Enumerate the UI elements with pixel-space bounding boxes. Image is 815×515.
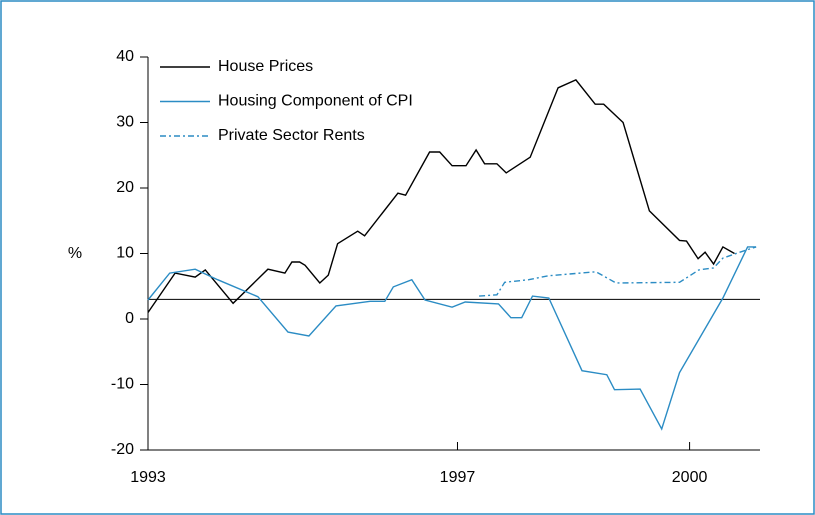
legend-label: House Prices xyxy=(218,58,313,75)
y-tick-label: 30 xyxy=(116,114,134,131)
y-axis-label: % xyxy=(68,245,82,262)
line-series xyxy=(147,246,757,431)
y-tick-label: -20 xyxy=(111,441,134,458)
x-tick-label: 2000 xyxy=(672,469,708,486)
y-tick-label: 0 xyxy=(125,310,134,327)
x-tick-label: 1993 xyxy=(130,469,166,486)
legend-label: Housing Component of CPI xyxy=(218,93,413,110)
y-tick-label: 20 xyxy=(116,179,134,196)
legend-label: Private Sector Rents xyxy=(218,127,365,144)
x-tick-label: 1997 xyxy=(440,469,476,486)
y-tick-label: 10 xyxy=(116,245,134,262)
line-series xyxy=(479,246,757,297)
y-tick-label: 40 xyxy=(116,48,134,65)
line-series xyxy=(147,79,735,313)
y-tick-label: -10 xyxy=(111,376,134,393)
